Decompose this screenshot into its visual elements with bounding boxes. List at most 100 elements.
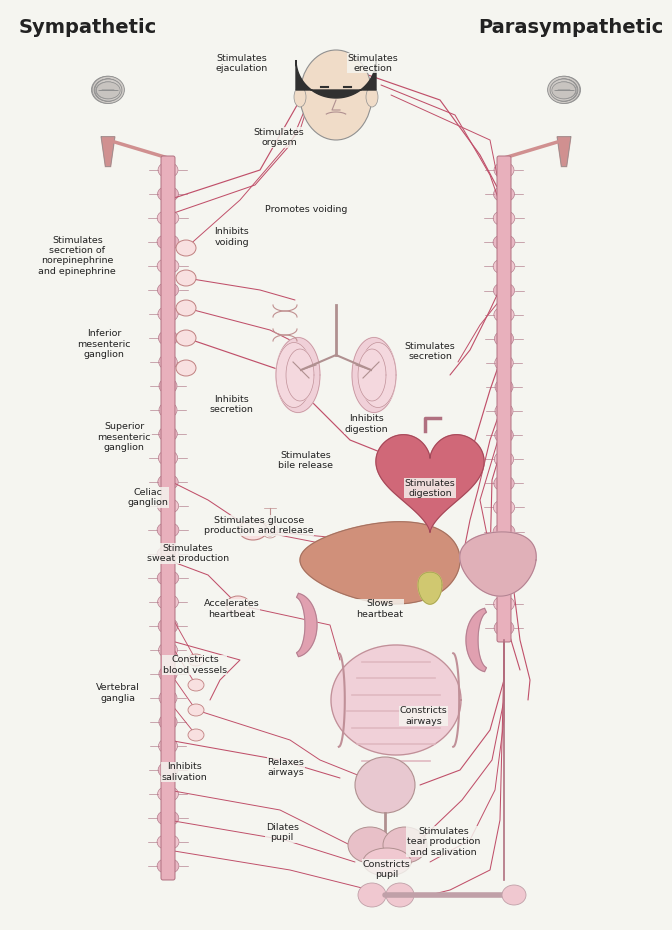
Ellipse shape bbox=[494, 620, 514, 636]
Text: Constricts
blood vessels: Constricts blood vessels bbox=[163, 656, 227, 674]
Polygon shape bbox=[296, 593, 317, 657]
Ellipse shape bbox=[495, 451, 513, 467]
Polygon shape bbox=[352, 338, 396, 413]
Polygon shape bbox=[466, 608, 487, 671]
Ellipse shape bbox=[552, 82, 576, 99]
Text: Slows
heartbeat: Slows heartbeat bbox=[356, 600, 403, 618]
Ellipse shape bbox=[383, 827, 427, 863]
Ellipse shape bbox=[495, 427, 513, 443]
Polygon shape bbox=[276, 342, 312, 407]
Ellipse shape bbox=[551, 79, 577, 101]
Ellipse shape bbox=[550, 79, 578, 101]
Ellipse shape bbox=[493, 186, 515, 202]
Text: Superior
mesenteric
ganglion: Superior mesenteric ganglion bbox=[97, 422, 151, 452]
Ellipse shape bbox=[93, 77, 122, 102]
Ellipse shape bbox=[159, 450, 177, 466]
Ellipse shape bbox=[159, 714, 177, 730]
Ellipse shape bbox=[159, 690, 177, 706]
Ellipse shape bbox=[550, 77, 579, 102]
Ellipse shape bbox=[159, 379, 177, 394]
Ellipse shape bbox=[158, 306, 178, 322]
Ellipse shape bbox=[176, 240, 196, 256]
Ellipse shape bbox=[158, 618, 178, 634]
Text: Inhibits
digestion: Inhibits digestion bbox=[345, 415, 388, 433]
Text: Stimulates
bile release: Stimulates bile release bbox=[278, 451, 333, 470]
Ellipse shape bbox=[157, 834, 179, 850]
Ellipse shape bbox=[97, 83, 119, 98]
Ellipse shape bbox=[157, 282, 179, 298]
FancyBboxPatch shape bbox=[161, 156, 175, 880]
Ellipse shape bbox=[159, 330, 177, 346]
Ellipse shape bbox=[495, 331, 513, 347]
Ellipse shape bbox=[157, 570, 179, 586]
Ellipse shape bbox=[188, 704, 204, 716]
Ellipse shape bbox=[348, 827, 392, 863]
Ellipse shape bbox=[95, 79, 122, 101]
Ellipse shape bbox=[493, 548, 515, 564]
Ellipse shape bbox=[495, 355, 513, 371]
Ellipse shape bbox=[157, 259, 179, 273]
Ellipse shape bbox=[93, 77, 122, 102]
Ellipse shape bbox=[176, 270, 196, 286]
Ellipse shape bbox=[157, 234, 179, 250]
Text: Constricts
pupil: Constricts pupil bbox=[362, 860, 411, 879]
Ellipse shape bbox=[493, 234, 515, 250]
Polygon shape bbox=[296, 60, 376, 98]
Polygon shape bbox=[418, 572, 442, 605]
Ellipse shape bbox=[159, 354, 177, 370]
Polygon shape bbox=[101, 137, 115, 166]
Ellipse shape bbox=[159, 402, 177, 418]
Text: Constricts
airways: Constricts airways bbox=[399, 707, 448, 725]
Polygon shape bbox=[557, 137, 571, 166]
Text: Parasympathetic: Parasympathetic bbox=[478, 18, 664, 37]
Ellipse shape bbox=[494, 596, 514, 612]
Ellipse shape bbox=[300, 50, 372, 140]
Text: Inhibits
voiding: Inhibits voiding bbox=[214, 228, 249, 246]
Ellipse shape bbox=[159, 666, 177, 682]
Ellipse shape bbox=[493, 283, 515, 299]
Text: Stimulates
ejaculation: Stimulates ejaculation bbox=[216, 54, 268, 73]
Ellipse shape bbox=[188, 729, 204, 741]
Ellipse shape bbox=[157, 810, 179, 826]
Text: Stimulates
secretion: Stimulates secretion bbox=[405, 342, 456, 361]
Ellipse shape bbox=[95, 79, 121, 101]
Ellipse shape bbox=[550, 79, 577, 101]
Ellipse shape bbox=[158, 763, 178, 777]
Text: Sympathetic: Sympathetic bbox=[18, 18, 157, 37]
Ellipse shape bbox=[550, 77, 579, 102]
Polygon shape bbox=[360, 342, 396, 407]
Ellipse shape bbox=[176, 300, 196, 316]
Ellipse shape bbox=[551, 79, 577, 101]
FancyBboxPatch shape bbox=[497, 156, 511, 642]
Polygon shape bbox=[300, 522, 460, 604]
Ellipse shape bbox=[548, 76, 581, 103]
Text: Relaxes
airways: Relaxes airways bbox=[267, 758, 304, 777]
Ellipse shape bbox=[366, 87, 378, 107]
Text: Inhibits
secretion: Inhibits secretion bbox=[210, 395, 254, 414]
Ellipse shape bbox=[294, 87, 306, 107]
Ellipse shape bbox=[548, 76, 580, 103]
Text: Celiac
ganglion: Celiac ganglion bbox=[128, 488, 168, 507]
Ellipse shape bbox=[94, 79, 122, 101]
Ellipse shape bbox=[158, 162, 178, 178]
Polygon shape bbox=[276, 338, 320, 413]
Text: Promotes voiding: Promotes voiding bbox=[265, 205, 347, 214]
Text: Stimulates
secretion of
norepinephrine
and epinephrine: Stimulates secretion of norepinephrine a… bbox=[38, 235, 116, 276]
Ellipse shape bbox=[494, 307, 514, 323]
Text: Vertebral
ganglia: Vertebral ganglia bbox=[95, 684, 140, 702]
Ellipse shape bbox=[176, 360, 196, 376]
Ellipse shape bbox=[157, 546, 179, 562]
Ellipse shape bbox=[188, 654, 204, 666]
Ellipse shape bbox=[493, 499, 515, 515]
Text: Stimulates
erection: Stimulates erection bbox=[347, 54, 398, 73]
Ellipse shape bbox=[159, 426, 177, 442]
Ellipse shape bbox=[96, 82, 120, 99]
Ellipse shape bbox=[157, 858, 179, 874]
Ellipse shape bbox=[495, 403, 513, 418]
Text: Stimulates
orgasm: Stimulates orgasm bbox=[253, 128, 304, 147]
Ellipse shape bbox=[239, 520, 267, 540]
Ellipse shape bbox=[188, 679, 204, 691]
Polygon shape bbox=[331, 645, 461, 755]
Text: Inferior
mesenteric
ganglion: Inferior mesenteric ganglion bbox=[77, 329, 131, 359]
Ellipse shape bbox=[494, 162, 514, 178]
